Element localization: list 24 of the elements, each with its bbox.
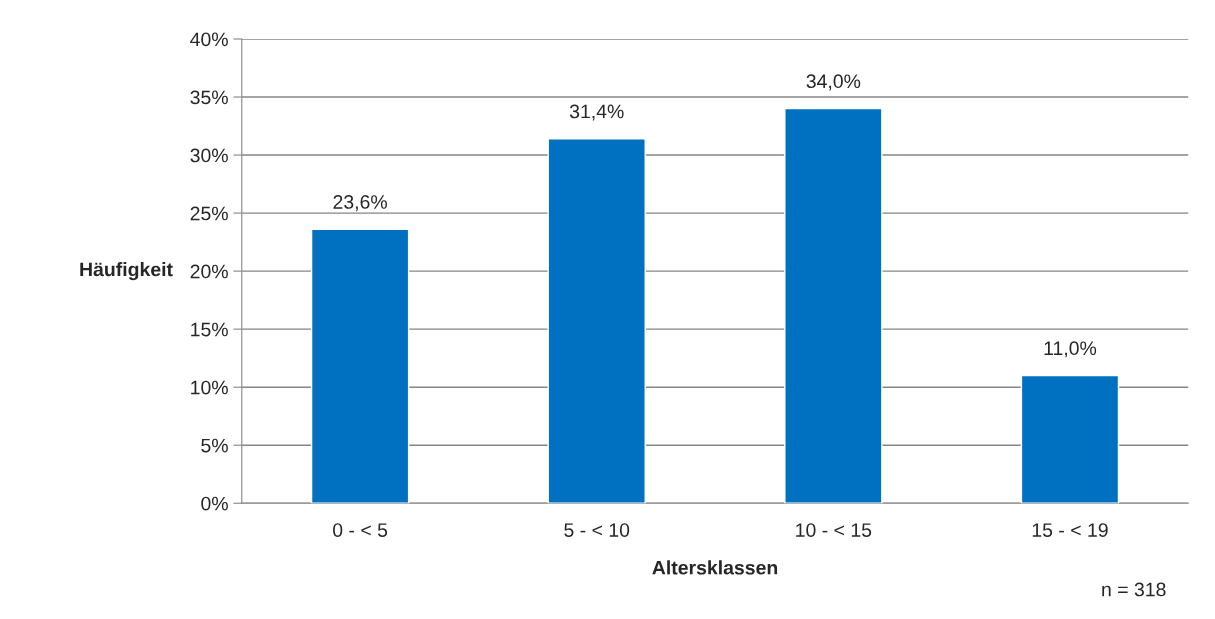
bar [1020, 374, 1120, 504]
bar [784, 107, 883, 504]
x-tick-label: 10 - < 15 [796, 523, 872, 537]
y-tick-label: 20% [190, 264, 228, 279]
bar [310, 228, 410, 504]
y-axis-title: Häufigkeit [80, 262, 173, 281]
x-axis-title: Altersklassen [652, 560, 778, 575]
data-label: 23,6% [333, 195, 387, 212]
bar [547, 138, 646, 504]
y-tick-label: 40% [190, 32, 228, 47]
y-tick-label: 5% [201, 438, 228, 453]
y-tick-label: 0% [201, 496, 228, 511]
x-tick-label: 5 - < 10 [564, 523, 630, 537]
text: n = 318 [1102, 582, 1166, 597]
y-tick-label: 10% [191, 380, 228, 395]
x-tick-label: 15 - < 19 [1032, 523, 1108, 537]
y-tick-label: 35% [190, 90, 228, 105]
y-tick-label: 30% [190, 148, 228, 163]
y-tick-label: 25% [190, 206, 228, 221]
data-label: 34,0% [806, 74, 861, 91]
x-tick-label: 0 - < 5 [333, 523, 388, 537]
data-label: 11,0% [1044, 341, 1097, 358]
data-label: 31,4% [569, 104, 624, 121]
y-tick-label: 15% [191, 322, 228, 337]
